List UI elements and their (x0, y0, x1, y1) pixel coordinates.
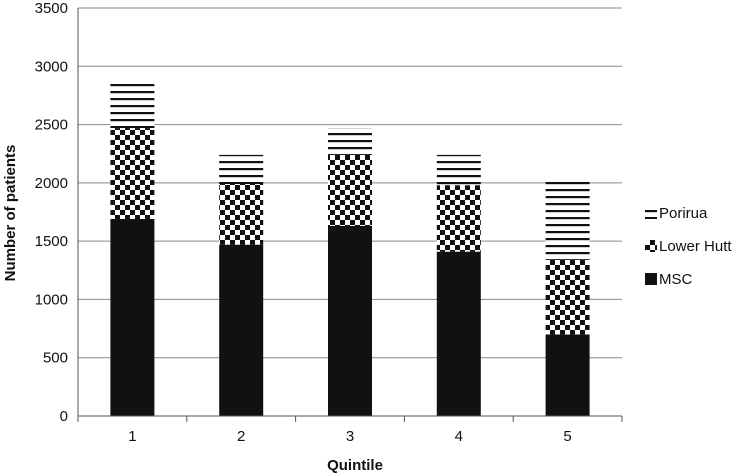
x-tick-label: 5 (563, 428, 571, 445)
legend: Porirua Lower Hutt MSC (645, 205, 732, 288)
bar-segment-lower-hutt-q2 (219, 184, 264, 245)
bar-segment-porirua-q4 (436, 154, 481, 186)
bar-segment-porirua-q2 (219, 154, 264, 185)
x-tick-label: 1 (128, 428, 136, 445)
bar-segment-porirua-q3 (328, 128, 372, 155)
y-tick-labels: 0 500 1000 1500 2000 2500 3000 3500 (35, 0, 68, 425)
bar-segment-msc-q3 (328, 225, 372, 416)
axes (77, 8, 623, 422)
bar-segment-msc-q1 (110, 218, 155, 416)
bar-segment-lower-hutt-q3 (328, 154, 372, 226)
y-tick-label: 3500 (35, 0, 68, 17)
x-tick-label: 3 (346, 428, 354, 445)
bar-segment-msc-q2 (219, 244, 264, 416)
bar-segment-porirua-q5 (545, 181, 590, 260)
y-tick-label: 1500 (35, 233, 68, 250)
y-axis-title: Number of patients (2, 145, 19, 282)
x-axis-title: Quintile (327, 457, 383, 474)
y-tick-label: 0 (60, 408, 68, 425)
bar-segment-msc-q4 (436, 251, 481, 416)
legend-swatch-msc (645, 273, 657, 285)
bar-segment-porirua-q1 (110, 81, 155, 129)
y-tick-label: 3000 (35, 58, 68, 75)
bars (110, 81, 590, 416)
bar-segment-lower-hutt-q4 (436, 185, 481, 252)
legend-swatch-porirua (645, 207, 657, 219)
y-tick-label: 2500 (35, 117, 68, 134)
bar-segment-lower-hutt-q5 (545, 259, 590, 335)
bar-segment-lower-hutt-q1 (110, 128, 155, 219)
legend-label-porirua: Porirua (659, 205, 708, 222)
legend-swatch-lower-hutt (645, 240, 657, 252)
x-tick-label: 4 (455, 428, 463, 445)
legend-label-lower-hutt: Lower Hutt (659, 238, 732, 255)
y-tick-label: 500 (43, 350, 68, 367)
legend-label-msc: MSC (659, 271, 693, 288)
x-tick-labels: 1 2 3 4 5 (128, 428, 572, 445)
y-tick-label: 2000 (35, 175, 68, 192)
y-tick-label: 1000 (35, 291, 68, 308)
x-tick-label: 2 (237, 428, 245, 445)
bar-segment-msc-q5 (545, 334, 590, 416)
